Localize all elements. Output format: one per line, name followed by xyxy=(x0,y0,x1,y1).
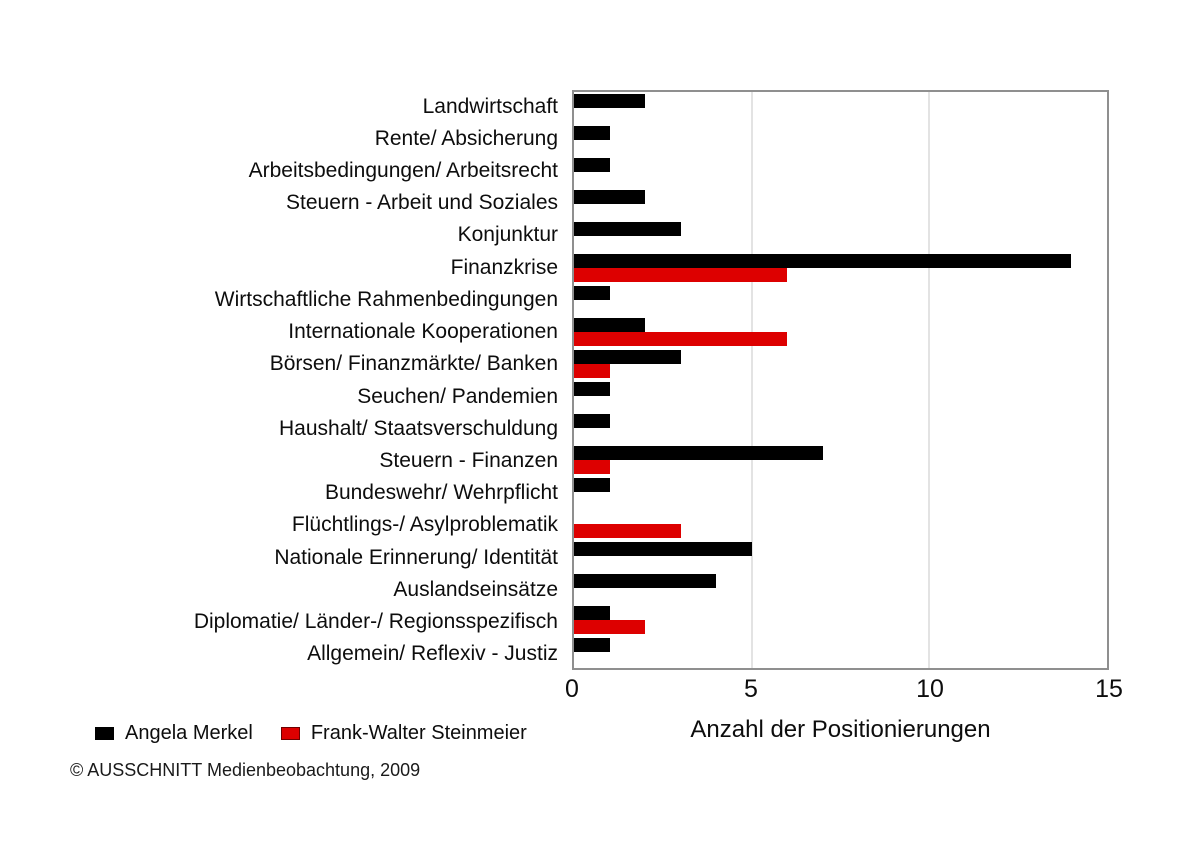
bar-steinmeier xyxy=(574,460,610,474)
bar-merkel xyxy=(574,318,646,332)
bar-row xyxy=(574,604,1107,636)
category-label: Börsen/ Finanzmärkte/ Banken xyxy=(269,352,558,376)
gridline-5 xyxy=(750,92,753,668)
legend-swatch-merkel xyxy=(95,727,114,740)
legend: Angela Merkel Frank-Walter Steinmeier xyxy=(95,722,555,745)
bar-row xyxy=(574,124,1107,156)
bar-merkel xyxy=(574,222,681,236)
legend-label-merkel: Angela Merkel xyxy=(125,722,253,744)
bar-merkel xyxy=(574,478,610,492)
category-label: Steuern - Finanzen xyxy=(379,449,558,473)
bar-row xyxy=(574,316,1107,348)
category-label: Diplomatie/ Länder-/ Regionsspezifisch xyxy=(193,610,558,634)
bar-row xyxy=(574,348,1107,380)
bar-row xyxy=(574,380,1107,412)
bar-row xyxy=(574,476,1107,508)
bar-merkel xyxy=(574,542,752,556)
x-axis-title: Anzahl der Positionierungen xyxy=(690,716,991,743)
bar-steinmeier xyxy=(574,620,646,634)
bar-row xyxy=(574,92,1107,124)
category-label: Internationale Kooperationen xyxy=(288,320,558,344)
x-tick-label: 10 xyxy=(916,675,944,703)
bar-steinmeier xyxy=(574,332,788,346)
bar-steinmeier xyxy=(574,524,681,538)
bar-row xyxy=(574,284,1107,316)
bar-row xyxy=(574,412,1107,444)
bar-row xyxy=(574,444,1107,476)
bar-steinmeier xyxy=(574,268,788,282)
bar-merkel xyxy=(574,606,610,620)
gridline-10 xyxy=(928,92,931,668)
x-tick-label: 0 xyxy=(565,675,579,703)
category-label: Haushalt/ Staatsverschuldung xyxy=(279,416,558,440)
bar-row xyxy=(574,572,1107,604)
bar-merkel xyxy=(574,414,610,428)
bar-merkel xyxy=(574,254,1072,268)
bar-row xyxy=(574,636,1107,668)
category-label: Finanzkrise xyxy=(450,255,558,279)
bar-steinmeier xyxy=(574,364,610,378)
category-label: Auslandseinsätze xyxy=(393,577,558,601)
category-label: Nationale Erinnerung/ Identität xyxy=(274,545,558,569)
bar-merkel xyxy=(574,638,610,652)
category-label: Arbeitsbedingungen/ Arbeitsrecht xyxy=(248,159,558,183)
bar-merkel xyxy=(574,190,646,204)
bar-row xyxy=(574,220,1107,252)
legend-swatch-steinmeier xyxy=(280,727,300,740)
bar-row xyxy=(574,252,1107,284)
category-label: Rente/ Absicherung xyxy=(374,126,558,150)
bar-row xyxy=(574,156,1107,188)
x-axis-tick-labels: 0 5 10 15 xyxy=(565,675,1123,708)
legend-label-steinmeier: Frank-Walter Steinmeier xyxy=(310,722,527,744)
bar-merkel xyxy=(574,286,610,300)
category-label: Seuchen/ Pandemien xyxy=(357,384,558,408)
category-label: Konjunktur xyxy=(457,223,558,247)
bar-merkel xyxy=(574,350,681,364)
category-label: Bundeswehr/ Wehrpflicht xyxy=(324,481,558,505)
category-label: Steuern - Arbeit und Soziales xyxy=(286,191,558,215)
bar-row xyxy=(574,540,1107,572)
bar-merkel xyxy=(574,574,717,588)
category-label: Landwirtschaft xyxy=(422,94,558,118)
bar-merkel xyxy=(574,126,610,140)
bar-rows xyxy=(574,92,1107,668)
category-label: Flüchtlings-/ Asylproblematik xyxy=(291,513,558,537)
bar-merkel xyxy=(574,94,646,108)
bar-merkel xyxy=(574,158,610,172)
bar-row xyxy=(574,188,1107,220)
copyright-note: © AUSSCHNITT Medienbeobachtung, 2009 xyxy=(70,760,421,780)
category-label: Wirtschaftliche Rahmenbedingungen xyxy=(214,287,558,311)
bar-row xyxy=(574,508,1107,540)
x-tick-label: 5 xyxy=(744,675,758,703)
x-tick-label: 15 xyxy=(1095,675,1123,703)
category-label: Allgemein/ Reflexiv - Justiz xyxy=(307,642,558,666)
bar-merkel xyxy=(574,446,823,460)
plot-area xyxy=(572,90,1109,670)
category-axis-labels: Landwirtschaft Rente/ Absicherung Arbeitsb… xyxy=(0,90,558,670)
bar-merkel xyxy=(574,382,610,396)
